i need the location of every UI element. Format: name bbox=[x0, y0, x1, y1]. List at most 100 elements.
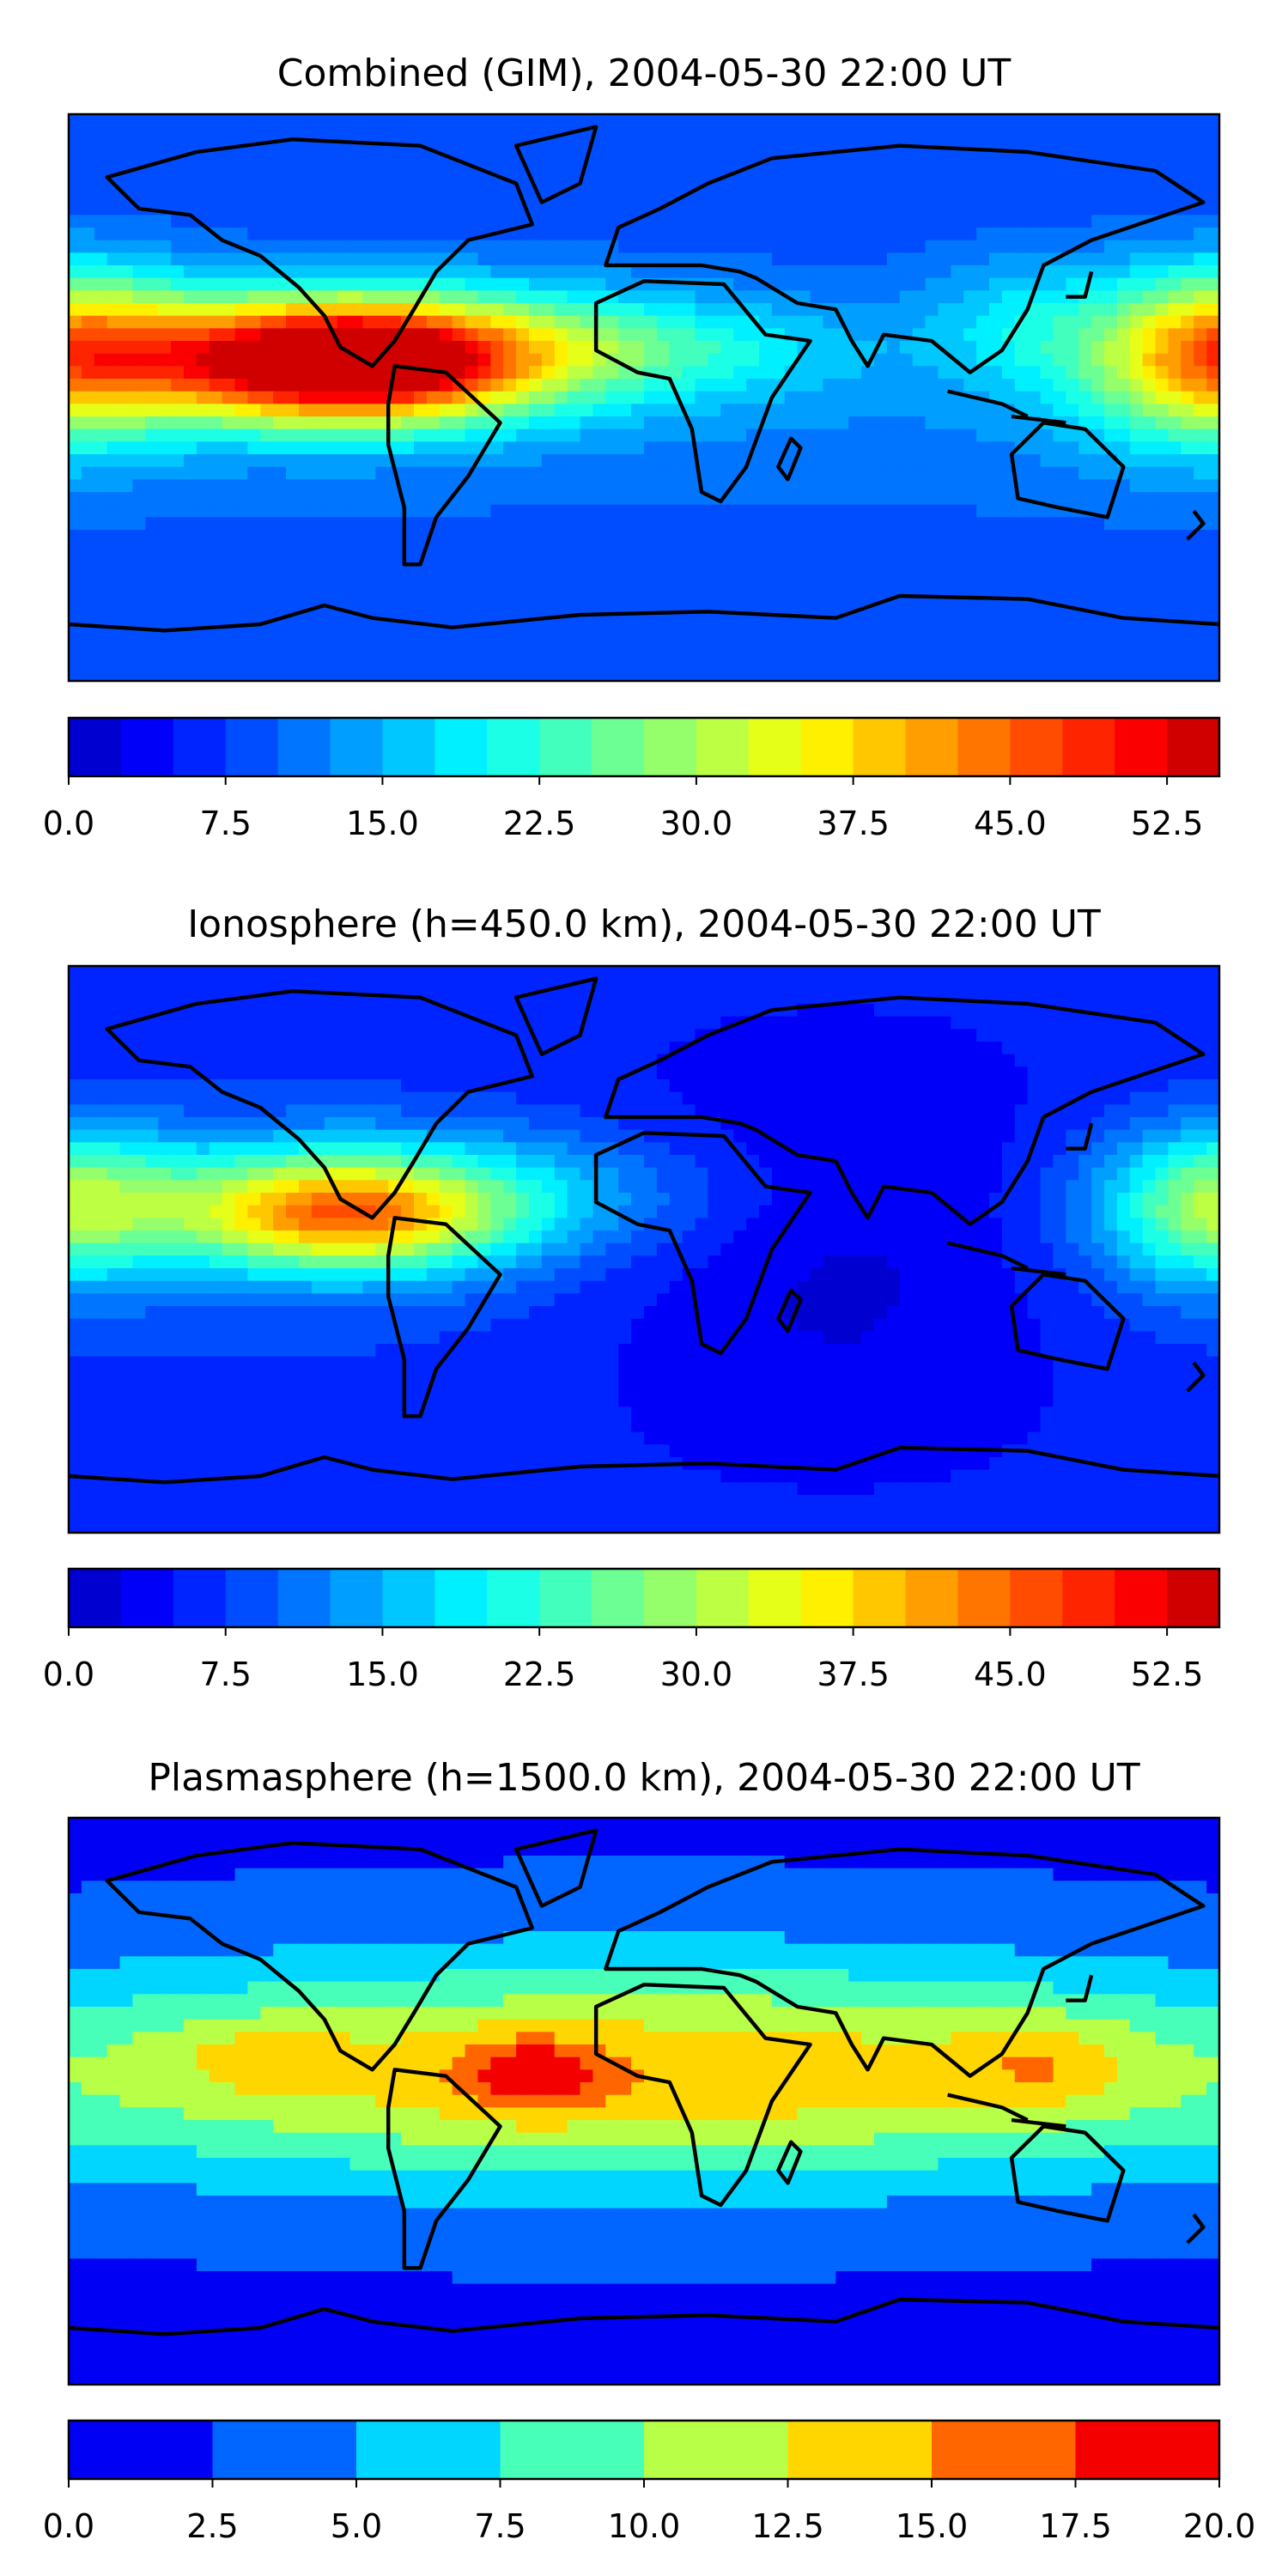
tec-cell bbox=[554, 466, 568, 481]
tec-cell bbox=[196, 1079, 210, 1093]
tec-cell bbox=[184, 568, 198, 581]
tec-cell bbox=[1168, 530, 1182, 544]
tec-cell bbox=[1206, 391, 1219, 405]
tec-cell bbox=[951, 530, 965, 544]
tec-cell bbox=[989, 530, 1004, 544]
tec-cell bbox=[925, 978, 939, 993]
tec-cell bbox=[951, 630, 965, 645]
tec-cell bbox=[759, 1029, 774, 1043]
tec-cell bbox=[759, 555, 774, 569]
tec-cell bbox=[835, 1054, 850, 1068]
tec-cell bbox=[286, 353, 301, 368]
tec-cell bbox=[171, 366, 185, 380]
tec-cell bbox=[1194, 391, 1208, 405]
tec-cell bbox=[196, 228, 210, 241]
tec-cell bbox=[989, 555, 1004, 569]
tec-cell bbox=[94, 441, 108, 456]
tec-cell bbox=[171, 1042, 185, 1055]
tec-cell bbox=[951, 139, 965, 154]
tec-cell bbox=[580, 202, 594, 216]
tec-cell bbox=[708, 555, 722, 569]
tec-cell bbox=[414, 605, 428, 619]
tec-cell bbox=[1194, 152, 1208, 166]
tec-cell bbox=[644, 1066, 659, 1081]
tec-cell bbox=[94, 379, 108, 392]
tec-cell bbox=[874, 303, 889, 317]
tec-cell bbox=[695, 966, 709, 980]
tec-cell bbox=[81, 265, 95, 279]
tec-cell bbox=[1091, 265, 1106, 279]
tec-cell bbox=[541, 504, 556, 519]
tec-cell bbox=[362, 966, 377, 980]
tec-cell bbox=[209, 114, 223, 128]
tec-cell bbox=[554, 341, 568, 355]
tec-cell bbox=[401, 580, 416, 594]
tec-cell bbox=[337, 1079, 351, 1093]
tec-cell bbox=[886, 379, 901, 392]
tec-cell bbox=[886, 240, 901, 254]
tec-cell bbox=[963, 1054, 978, 1068]
tec-cell bbox=[810, 328, 824, 343]
tec-cell bbox=[1014, 441, 1029, 456]
tec-cell bbox=[951, 643, 965, 657]
tec-cell bbox=[1129, 391, 1144, 405]
tec-cell bbox=[426, 290, 440, 305]
tec-cell bbox=[1168, 416, 1182, 430]
tec-cell bbox=[401, 228, 416, 241]
tec-cell bbox=[132, 416, 147, 430]
tec-cell bbox=[720, 1054, 735, 1068]
tec-cell bbox=[656, 441, 671, 456]
tec-cell bbox=[439, 668, 453, 681]
tec-cell bbox=[81, 492, 95, 506]
tec-cell bbox=[1001, 228, 1016, 241]
tec-cell bbox=[938, 315, 952, 330]
tec-cell bbox=[1206, 277, 1219, 292]
tec-cell bbox=[592, 139, 607, 154]
tec-cell bbox=[733, 228, 748, 241]
tec-cell bbox=[1194, 530, 1208, 544]
tec-cell bbox=[324, 177, 338, 191]
tec-cell bbox=[490, 252, 505, 267]
tec-cell bbox=[1001, 315, 1016, 330]
tec-cell bbox=[477, 114, 492, 128]
tec-cell bbox=[286, 416, 301, 430]
tec-cell bbox=[771, 139, 786, 154]
tec-cell bbox=[631, 655, 646, 670]
tec-cell bbox=[823, 466, 837, 481]
tec-cell bbox=[848, 265, 863, 279]
tec-cell bbox=[925, 328, 939, 343]
tec-cell bbox=[1091, 290, 1106, 305]
tec-cell bbox=[1027, 530, 1042, 544]
tec-cell bbox=[899, 303, 914, 317]
tec-cell bbox=[516, 404, 531, 418]
tec-cell bbox=[234, 978, 249, 993]
tec-cell bbox=[311, 1004, 325, 1018]
tec-cell bbox=[119, 605, 134, 619]
tec-cell bbox=[605, 277, 620, 292]
tec-cell bbox=[644, 617, 659, 632]
tec-cell bbox=[145, 252, 160, 267]
colorbar-segment bbox=[539, 718, 592, 776]
tec-cell bbox=[746, 328, 761, 343]
tec-cell bbox=[733, 1004, 748, 1018]
tec-cell bbox=[1104, 416, 1119, 430]
tec-cell bbox=[554, 164, 568, 179]
tec-cell bbox=[874, 228, 889, 241]
tec-cell bbox=[669, 1004, 683, 1018]
tec-cell bbox=[299, 139, 313, 154]
tec-cell bbox=[899, 252, 914, 267]
tec-cell bbox=[733, 139, 748, 154]
tec-cell bbox=[1142, 605, 1157, 619]
tec-cell bbox=[644, 190, 659, 204]
tec-cell bbox=[132, 966, 147, 980]
tec-cell bbox=[1066, 1042, 1080, 1055]
tec-cell bbox=[567, 353, 581, 368]
tec-cell bbox=[708, 580, 722, 594]
tec-cell bbox=[733, 1054, 748, 1068]
tec-cell bbox=[912, 617, 927, 632]
tec-cell bbox=[541, 643, 556, 657]
tec-cell bbox=[286, 966, 301, 980]
tec-cell bbox=[720, 1004, 735, 1018]
tec-cell bbox=[1078, 454, 1093, 468]
tec-cell bbox=[1116, 353, 1131, 368]
